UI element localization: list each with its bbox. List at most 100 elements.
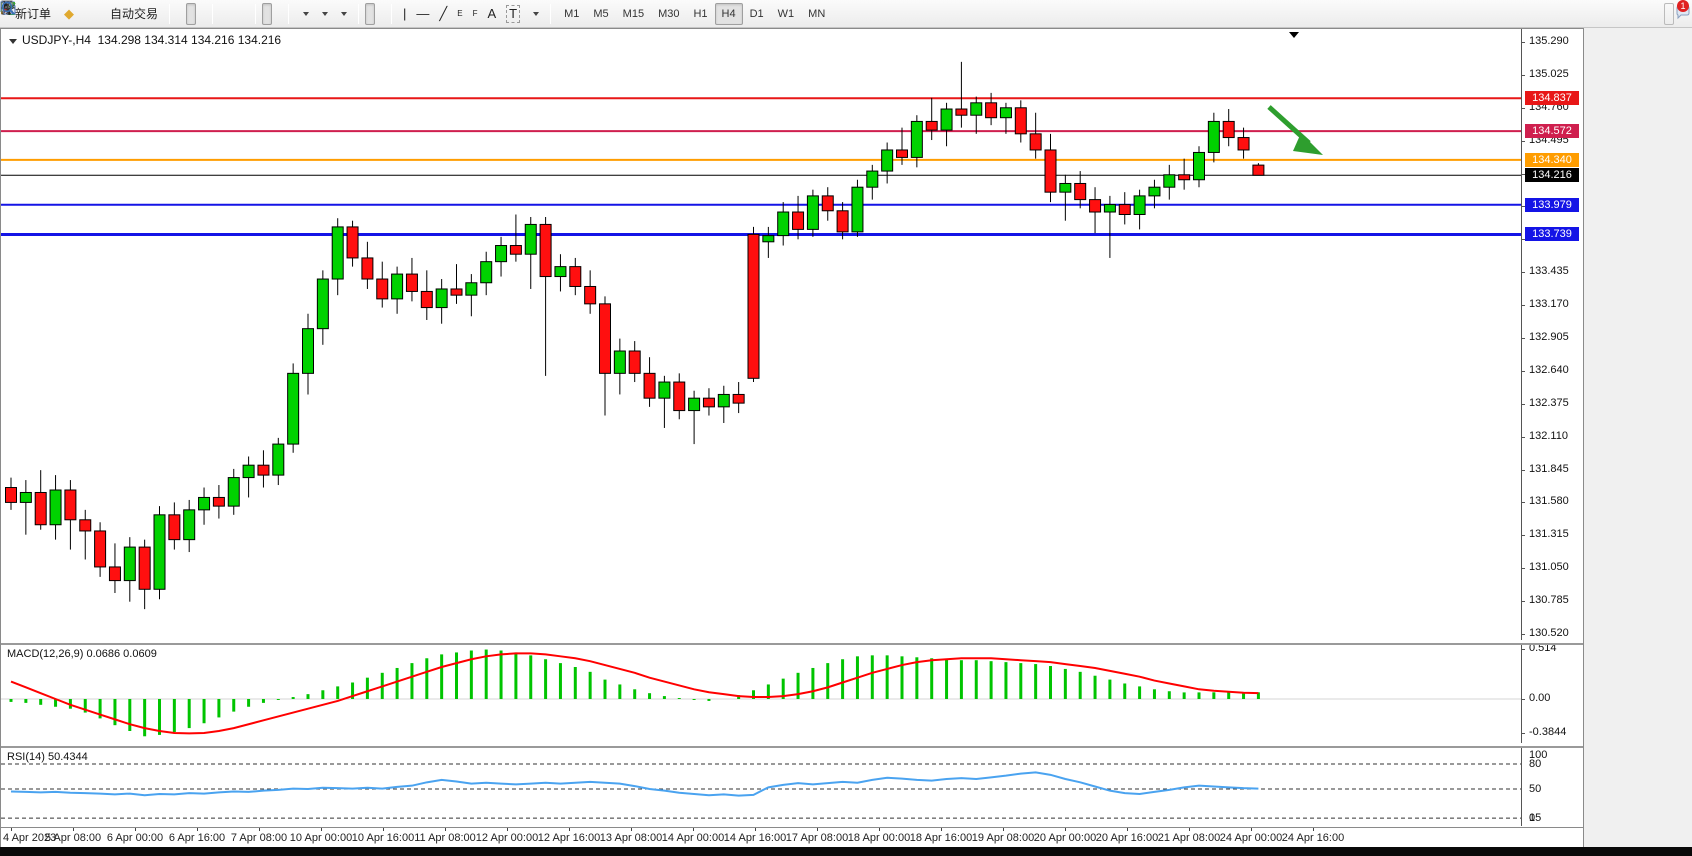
candle xyxy=(405,257,418,302)
price-tick xyxy=(1521,601,1525,603)
candle xyxy=(881,142,894,184)
market-watch-button[interactable]: ◆ xyxy=(56,3,82,25)
candle xyxy=(1014,100,1027,143)
price-tick xyxy=(1521,272,1525,274)
timeframe-button-w1[interactable]: W1 xyxy=(777,7,795,20)
tile-windows-button[interactable] xyxy=(1,2,249,25)
main-toolbar: 新订单 ◆ 自动交易 xyxy=(0,0,1692,28)
candle xyxy=(1148,179,1161,209)
zoom-out-button[interactable] xyxy=(1,1,239,25)
candle-body-down xyxy=(94,530,107,568)
time-tick xyxy=(383,828,384,831)
candle xyxy=(316,270,329,345)
add-indicator-button[interactable] xyxy=(1,2,314,25)
time-tick xyxy=(631,828,632,831)
candle-body-up xyxy=(465,282,478,296)
candle-body-down xyxy=(584,285,597,305)
rsi-line xyxy=(10,771,1259,797)
candle xyxy=(183,499,196,553)
chevron-down-icon xyxy=(322,11,329,16)
auto-scroll-button[interactable] xyxy=(1,2,273,25)
timeframe-button-m30[interactable]: M30 xyxy=(658,7,680,20)
candle-body-up xyxy=(1103,204,1116,213)
auto-trading-button[interactable]: 自动交易 xyxy=(1,3,163,25)
time-axis-label: 6 Apr 16:00 xyxy=(168,832,226,844)
chart-title[interactable]: USDJPY-,H4 134.298 134.314 134.216 134.2… xyxy=(9,33,281,47)
green-arrow-annotation[interactable] xyxy=(1267,105,1323,155)
candle-body-down xyxy=(1178,174,1191,181)
templates-button[interactable] xyxy=(1,2,352,25)
candle-body-up xyxy=(272,443,285,476)
candle xyxy=(955,61,968,128)
price-tick xyxy=(1521,535,1525,537)
chart-shift-button[interactable] xyxy=(1,2,282,25)
candle xyxy=(910,115,923,168)
time-axis[interactable]: 4 Apr 2023 5 Apr 08:00 6 Apr 00:00 6 Apr 16… xyxy=(1,827,1583,847)
candle xyxy=(599,296,611,416)
timeframe-button-mn[interactable]: MN xyxy=(808,7,826,20)
time-tick xyxy=(1127,828,1128,831)
candle-body-down xyxy=(925,120,938,131)
timeframe-button-m5[interactable]: M5 xyxy=(593,7,609,20)
terminal-button[interactable] xyxy=(0,1,92,25)
candle-body-down xyxy=(821,195,834,212)
candle xyxy=(940,102,953,147)
notifications-button[interactable]: 1 xyxy=(1674,0,1690,25)
chart-end-marker-icon[interactable] xyxy=(1289,32,1299,38)
price-tick xyxy=(1521,173,1525,175)
horizontal-line-tool[interactable]: — xyxy=(411,3,434,25)
arrows-tool[interactable] xyxy=(3,3,544,25)
text-label-tool[interactable]: T xyxy=(501,3,525,25)
fibonacci-tool[interactable]: F xyxy=(2,2,483,25)
rsi-tick-label: 100 xyxy=(1529,749,1548,761)
objects-group: | — ╱ E F A T xyxy=(1,1,547,27)
text-label-icon: T xyxy=(506,4,521,23)
timeframe-button-h1[interactable]: H1 xyxy=(693,7,708,20)
candle-body-down xyxy=(1029,133,1042,151)
timeframe-button-h4[interactable]: H4 xyxy=(714,2,743,25)
candle-body-down xyxy=(361,257,374,280)
time-tick xyxy=(197,828,198,831)
candle xyxy=(138,539,151,610)
period-button[interactable] xyxy=(1,1,333,25)
candle-body-up xyxy=(302,328,314,374)
candle xyxy=(376,261,389,308)
line-chart-button[interactable] xyxy=(0,2,206,25)
cursor-button[interactable] xyxy=(4,1,376,25)
candle xyxy=(257,450,270,488)
timeframe-button-m15[interactable]: M15 xyxy=(622,7,645,20)
candle xyxy=(465,274,478,317)
chart-dropdown-icon xyxy=(9,39,17,44)
vertical-line-tool[interactable]: | xyxy=(398,3,411,25)
price-line-badge-133.979: 133.979 xyxy=(1525,197,1579,212)
candle xyxy=(539,216,552,376)
timeframe-button-m1[interactable]: M1 xyxy=(564,7,580,20)
bar-chart-button[interactable] xyxy=(1,2,186,25)
channel-tool[interactable]: E xyxy=(1,2,467,25)
price-tick xyxy=(1521,305,1525,307)
trendline-tool[interactable]: ╱ xyxy=(434,3,452,25)
candle-body-up xyxy=(183,509,196,541)
chart-ohlc-values: 134.298 134.314 134.216 134.216 xyxy=(97,33,282,47)
rsi-label: RSI(14) 50.4344 xyxy=(7,751,88,763)
crosshair-button[interactable] xyxy=(1,1,385,25)
rsi-axis-border xyxy=(1521,748,1522,826)
price-tick-label: 131.845 xyxy=(1529,462,1569,475)
candle-body-down xyxy=(405,273,418,292)
text-tool[interactable]: A xyxy=(482,3,501,25)
candle-body-up xyxy=(227,477,240,507)
candle xyxy=(495,236,508,277)
time-tick xyxy=(1189,828,1190,831)
candle-body-up xyxy=(1163,174,1176,188)
candle xyxy=(1089,187,1102,234)
timeframe-button-d1[interactable]: D1 xyxy=(749,7,764,20)
candlestick-chart-button[interactable] xyxy=(2,1,197,25)
zoom-in-button[interactable] xyxy=(1,1,229,25)
search-button[interactable] xyxy=(1,1,1674,25)
bottom-window-edge xyxy=(0,847,1692,856)
price-tick xyxy=(1521,370,1525,372)
time-axis-label: 18 Apr 00:00 xyxy=(847,832,911,844)
signal-button[interactable] xyxy=(1,3,102,25)
candle xyxy=(777,202,790,246)
candle-body-down xyxy=(732,393,745,404)
